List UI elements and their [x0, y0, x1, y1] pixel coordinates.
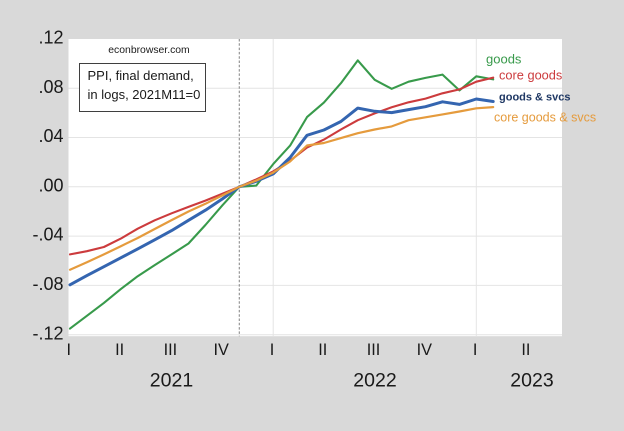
svg-text:.08: .08 [38, 77, 63, 97]
svg-text:I: I [473, 341, 478, 359]
svg-text:II: II [318, 341, 327, 359]
svg-text:in logs, 2021M11=0: in logs, 2021M11=0 [88, 87, 201, 102]
svg-text:-.04: -.04 [32, 225, 63, 245]
svg-text:2021: 2021 [150, 370, 193, 392]
svg-text:econbrowser.com: econbrowser.com [108, 45, 189, 56]
svg-text:.00: .00 [38, 175, 63, 195]
svg-text:-.12: -.12 [32, 323, 63, 343]
svg-text:I: I [67, 341, 72, 359]
svg-text:goods & svcs: goods & svcs [499, 91, 571, 103]
svg-text:.04: .04 [38, 126, 63, 146]
svg-text:goods: goods [486, 52, 522, 67]
svg-text:III: III [164, 341, 178, 359]
svg-text:I: I [270, 341, 275, 359]
svg-text:III: III [367, 341, 381, 359]
svg-text:2022: 2022 [353, 370, 396, 392]
svg-text:core goods & svcs: core goods & svcs [494, 111, 596, 125]
svg-text:IV: IV [417, 341, 433, 359]
svg-text:-.08: -.08 [32, 274, 63, 294]
svg-text:core goods: core goods [499, 68, 562, 83]
svg-text:2023: 2023 [510, 370, 553, 392]
svg-text:.12: .12 [38, 27, 63, 47]
svg-text:PPI, final demand,: PPI, final demand, [88, 68, 194, 83]
svg-text:II: II [521, 341, 530, 359]
svg-text:II: II [115, 341, 124, 359]
svg-text:IV: IV [214, 341, 230, 359]
